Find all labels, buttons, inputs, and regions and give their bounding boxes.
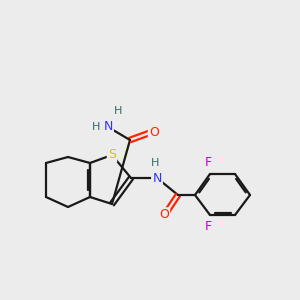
Text: O: O (149, 125, 159, 139)
Text: N: N (103, 121, 113, 134)
Text: H: H (92, 122, 100, 132)
Text: F: F (204, 220, 211, 232)
Text: O: O (159, 208, 169, 221)
Text: H: H (151, 158, 159, 168)
Text: N: N (152, 172, 162, 184)
Text: H: H (114, 106, 122, 116)
Text: F: F (204, 157, 211, 169)
Text: S: S (108, 148, 116, 161)
